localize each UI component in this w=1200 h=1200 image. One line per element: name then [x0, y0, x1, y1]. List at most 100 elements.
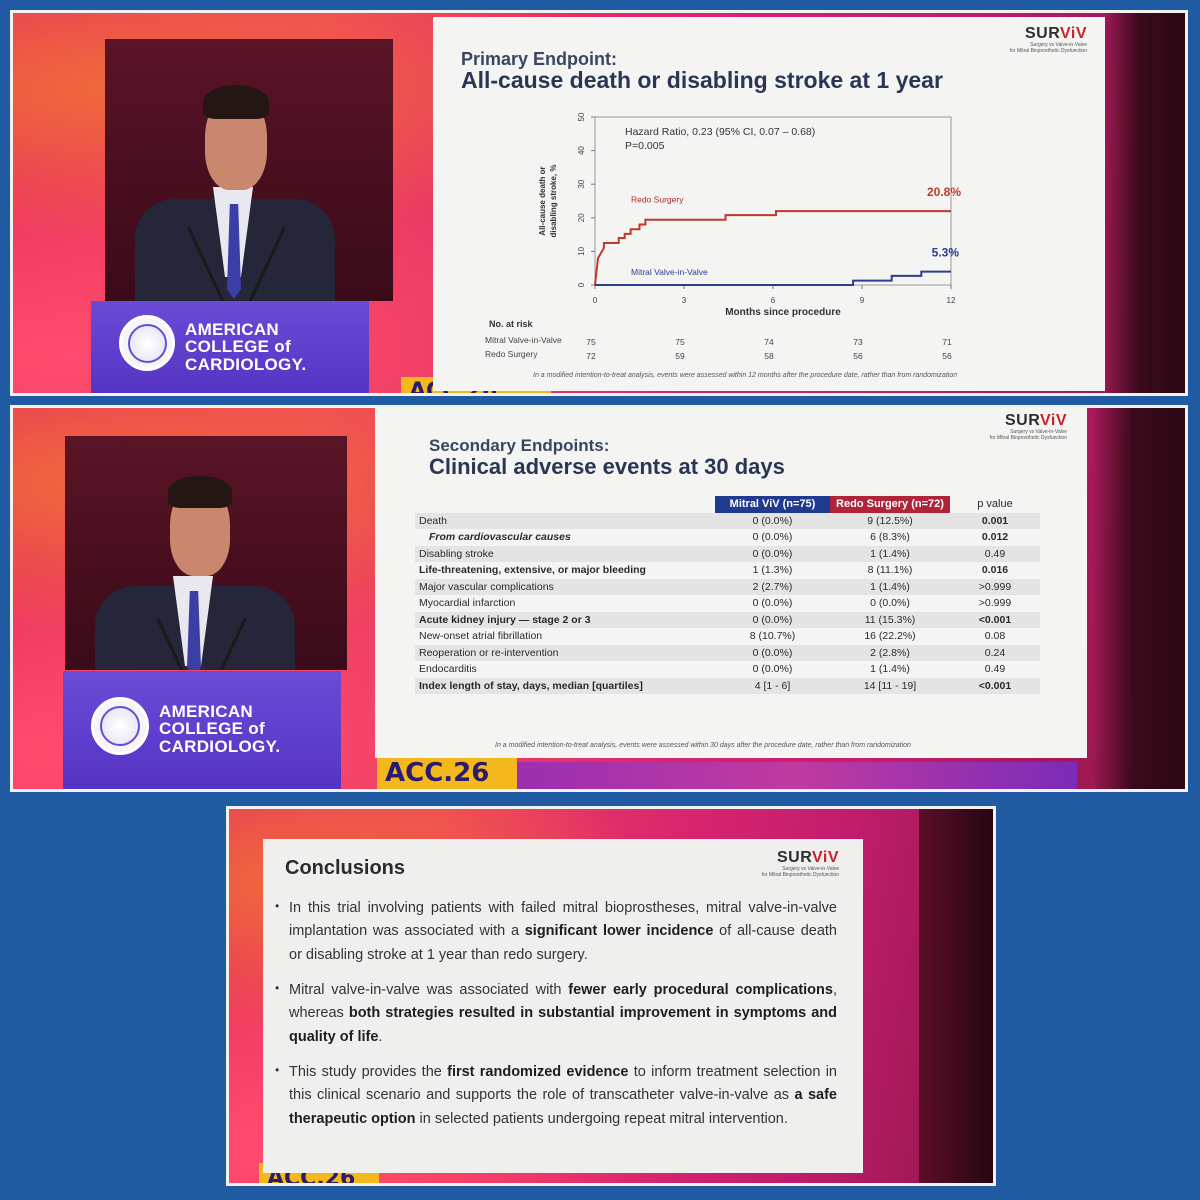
cell-redo-surgery: 1 (1.4%)	[830, 578, 950, 595]
footnote: In a modified intention-to-treat analysi…	[495, 742, 911, 749]
end-value-redo-surgery: 20.8%	[927, 185, 961, 199]
acc-wordmark: AMERICAN COLLEGE of CARDIOLOGY.	[159, 702, 281, 756]
acc-wordmark: AMERICAN COLLEGE of CARDIOLOGY.	[185, 320, 307, 374]
row-label: New-onset atrial fibrillation	[419, 630, 543, 643]
risk-value: 72	[586, 351, 596, 361]
row-label: Index length of stay, days, median [quar…	[415, 677, 715, 694]
risk-row-label: Redo Surgery	[485, 349, 538, 359]
y-axis-label-line2: disabling stroke, %	[549, 165, 558, 238]
cell-p-value: 0.016	[981, 564, 1009, 577]
adverse-events-table: Mitral ViV (n=75) Redo Surgery (n=72) p …	[415, 496, 1040, 694]
slide-secondary-endpoints: SURViV Surgery vs Valve-in-Valve for Mit…	[375, 408, 1087, 758]
table-row: Endocarditis 0 (0.0%) 1 (1.4%) 0.49	[415, 661, 1040, 678]
slide-title: All-cause death or disabling stroke at 1…	[461, 67, 943, 93]
surviv-logo: SURViV Surgery vs Valve-in-Valve for Mit…	[761, 849, 839, 878]
x-tick-label: 12	[947, 296, 956, 305]
cell-p-value: 0.08	[984, 630, 1006, 643]
y-axis-label-line1: All-cause death or	[538, 166, 547, 235]
risk-value: 74	[764, 337, 774, 347]
header-mitral-viv: Mitral ViV (n=75)	[715, 496, 830, 513]
decorative-strip	[517, 762, 1077, 789]
slide-photo-primary-endpoint: AMERICAN COLLEGE of CARDIOLOGY. ACC.26 S…	[10, 10, 1188, 396]
table-row: Myocardial infarction 0 (0.0%) 0 (0.0%) >0.…	[415, 595, 1040, 612]
row-label: Endocarditis	[419, 663, 477, 676]
surviv-logo: SURViV Surgery vs Valve-in-Valve for Mit…	[989, 412, 1067, 441]
cell-redo-surgery: 8 (11.1%)	[867, 564, 913, 577]
slide-conclusions: SURViV Surgery vs Valve-in-Valve for Mit…	[263, 839, 863, 1173]
speaker-video	[65, 436, 347, 670]
conclusion-bullet-3: • This study provides the first randomize…	[275, 1063, 837, 1127]
series-label-mitral-viv: Mitral Valve-in-Valve	[631, 267, 708, 277]
cell-mitral-viv: 4 [1 - 6]	[715, 677, 830, 694]
table-row: Reoperation or re-intervention 0 (0.0%) 2 …	[415, 644, 1040, 661]
cell-redo-surgery: 1 (1.4%)	[870, 663, 910, 676]
cell-mitral-viv: 2 (2.7%)	[715, 578, 830, 595]
cell-mitral-viv: 0 (0.0%)	[715, 545, 830, 562]
podium: AMERICAN COLLEGE of CARDIOLOGY.	[63, 671, 341, 789]
series-label-redo-surgery: Redo Surgery	[631, 195, 684, 205]
table-row: Death 0 (0.0%) 9 (12.5%) 0.001	[415, 512, 1040, 529]
stage-curtain	[1093, 408, 1185, 789]
row-label: Life-threatening, extensive, or major bl…	[419, 564, 646, 577]
row-label: Acute kidney injury — stage 2 or 3	[415, 611, 715, 628]
row-label: Death	[415, 512, 715, 529]
risk-row-label: Mitral Valve-in-Valve	[485, 335, 562, 345]
cell-mitral-viv: 0 (0.0%)	[715, 512, 830, 529]
risk-value: 59	[675, 351, 685, 361]
hazard-ratio-annotation: Hazard Ratio, 0.23 (95% CI, 0.07 – 0.68)	[625, 126, 815, 138]
table-row: Index length of stay, days, median [quar…	[415, 677, 1040, 694]
risk-table-header: No. at risk	[489, 319, 534, 329]
cell-redo-surgery: 6 (8.3%)	[870, 531, 910, 544]
header-redo-surgery: Redo Surgery (n=72)	[830, 496, 950, 513]
header-p-value: p value	[977, 498, 1013, 511]
row-label: Myocardial infarction	[419, 597, 516, 610]
cell-mitral-viv: 0 (0.0%)	[715, 611, 830, 628]
row-label: Disabling stroke	[415, 545, 715, 562]
series-line-mitral-viv	[595, 270, 951, 286]
risk-value: 56	[853, 351, 863, 361]
cell-redo-surgery: 11 (15.3%)	[830, 611, 950, 628]
slide-photo-conclusions: ACC.26 SURViV Surgery vs Valve-in-Valve …	[226, 806, 996, 1186]
y-tick-label: 10	[577, 246, 586, 255]
y-tick-label: 0	[577, 282, 586, 287]
cell-redo-surgery: 16 (22.2%)	[864, 630, 916, 643]
risk-value: 71	[942, 337, 952, 347]
cell-mitral-viv: 0 (0.0%)	[752, 531, 793, 544]
cell-redo-surgery: 2 (2.8%)	[830, 644, 950, 661]
x-tick-label: 9	[860, 296, 865, 305]
conclusion-bullet-2: • Mitral valve-in-valve was associated wi…	[275, 981, 837, 1045]
y-tick-label: 40	[577, 146, 586, 155]
stage-curtain	[919, 809, 993, 1183]
cell-p-value: >0.999	[978, 597, 1012, 610]
y-tick-label: 20	[577, 213, 586, 222]
risk-value: 75	[675, 337, 685, 347]
acc-seal-logo	[119, 315, 175, 371]
cell-p-value: <0.001	[950, 677, 1040, 694]
cell-redo-surgery: 14 [11 - 19]	[830, 677, 950, 694]
podium: AMERICAN COLLEGE of CARDIOLOGY.	[91, 301, 369, 393]
acc-seal-logo	[91, 697, 149, 755]
table-row: New-onset atrial fibrillation 8 (10.7%) 16…	[415, 628, 1040, 645]
footnote: In a modified intention-to-treat analysi…	[533, 372, 958, 379]
cell-mitral-viv: 8 (10.7%)	[749, 630, 796, 643]
cell-p-value: 0.001	[950, 512, 1040, 529]
slide-title: Clinical adverse events at 30 days	[429, 454, 785, 479]
row-label: Reoperation or re-intervention	[415, 644, 715, 661]
cell-mitral-viv: 0 (0.0%)	[752, 597, 793, 610]
cell-p-value: 0.49	[950, 545, 1040, 562]
row-label: From cardiovascular causes	[429, 531, 571, 544]
y-tick-label: 30	[577, 179, 586, 188]
slide-subtitle: Secondary Endpoints:	[429, 436, 610, 455]
speaker-video	[105, 39, 393, 301]
cell-p-value: 0.49	[984, 663, 1006, 676]
slide-primary-endpoint: SURViV Surgery vs Valve-in-Valve for Mit…	[433, 17, 1105, 391]
x-tick-label: 0	[593, 296, 598, 305]
table-row: Life-threatening, extensive, or major bl…	[415, 562, 1040, 579]
risk-value: 58	[764, 351, 774, 361]
slide-photo-secondary-endpoints: AMERICAN COLLEGE of CARDIOLOGY. ACC.26 S…	[10, 405, 1188, 792]
cell-p-value: >0.999	[950, 578, 1040, 595]
cell-mitral-viv: 0 (0.0%)	[752, 663, 793, 676]
conclusion-bullet-1: • In this trial involving patients with f…	[275, 899, 837, 963]
acc26-badge: ACC.26	[377, 756, 517, 789]
